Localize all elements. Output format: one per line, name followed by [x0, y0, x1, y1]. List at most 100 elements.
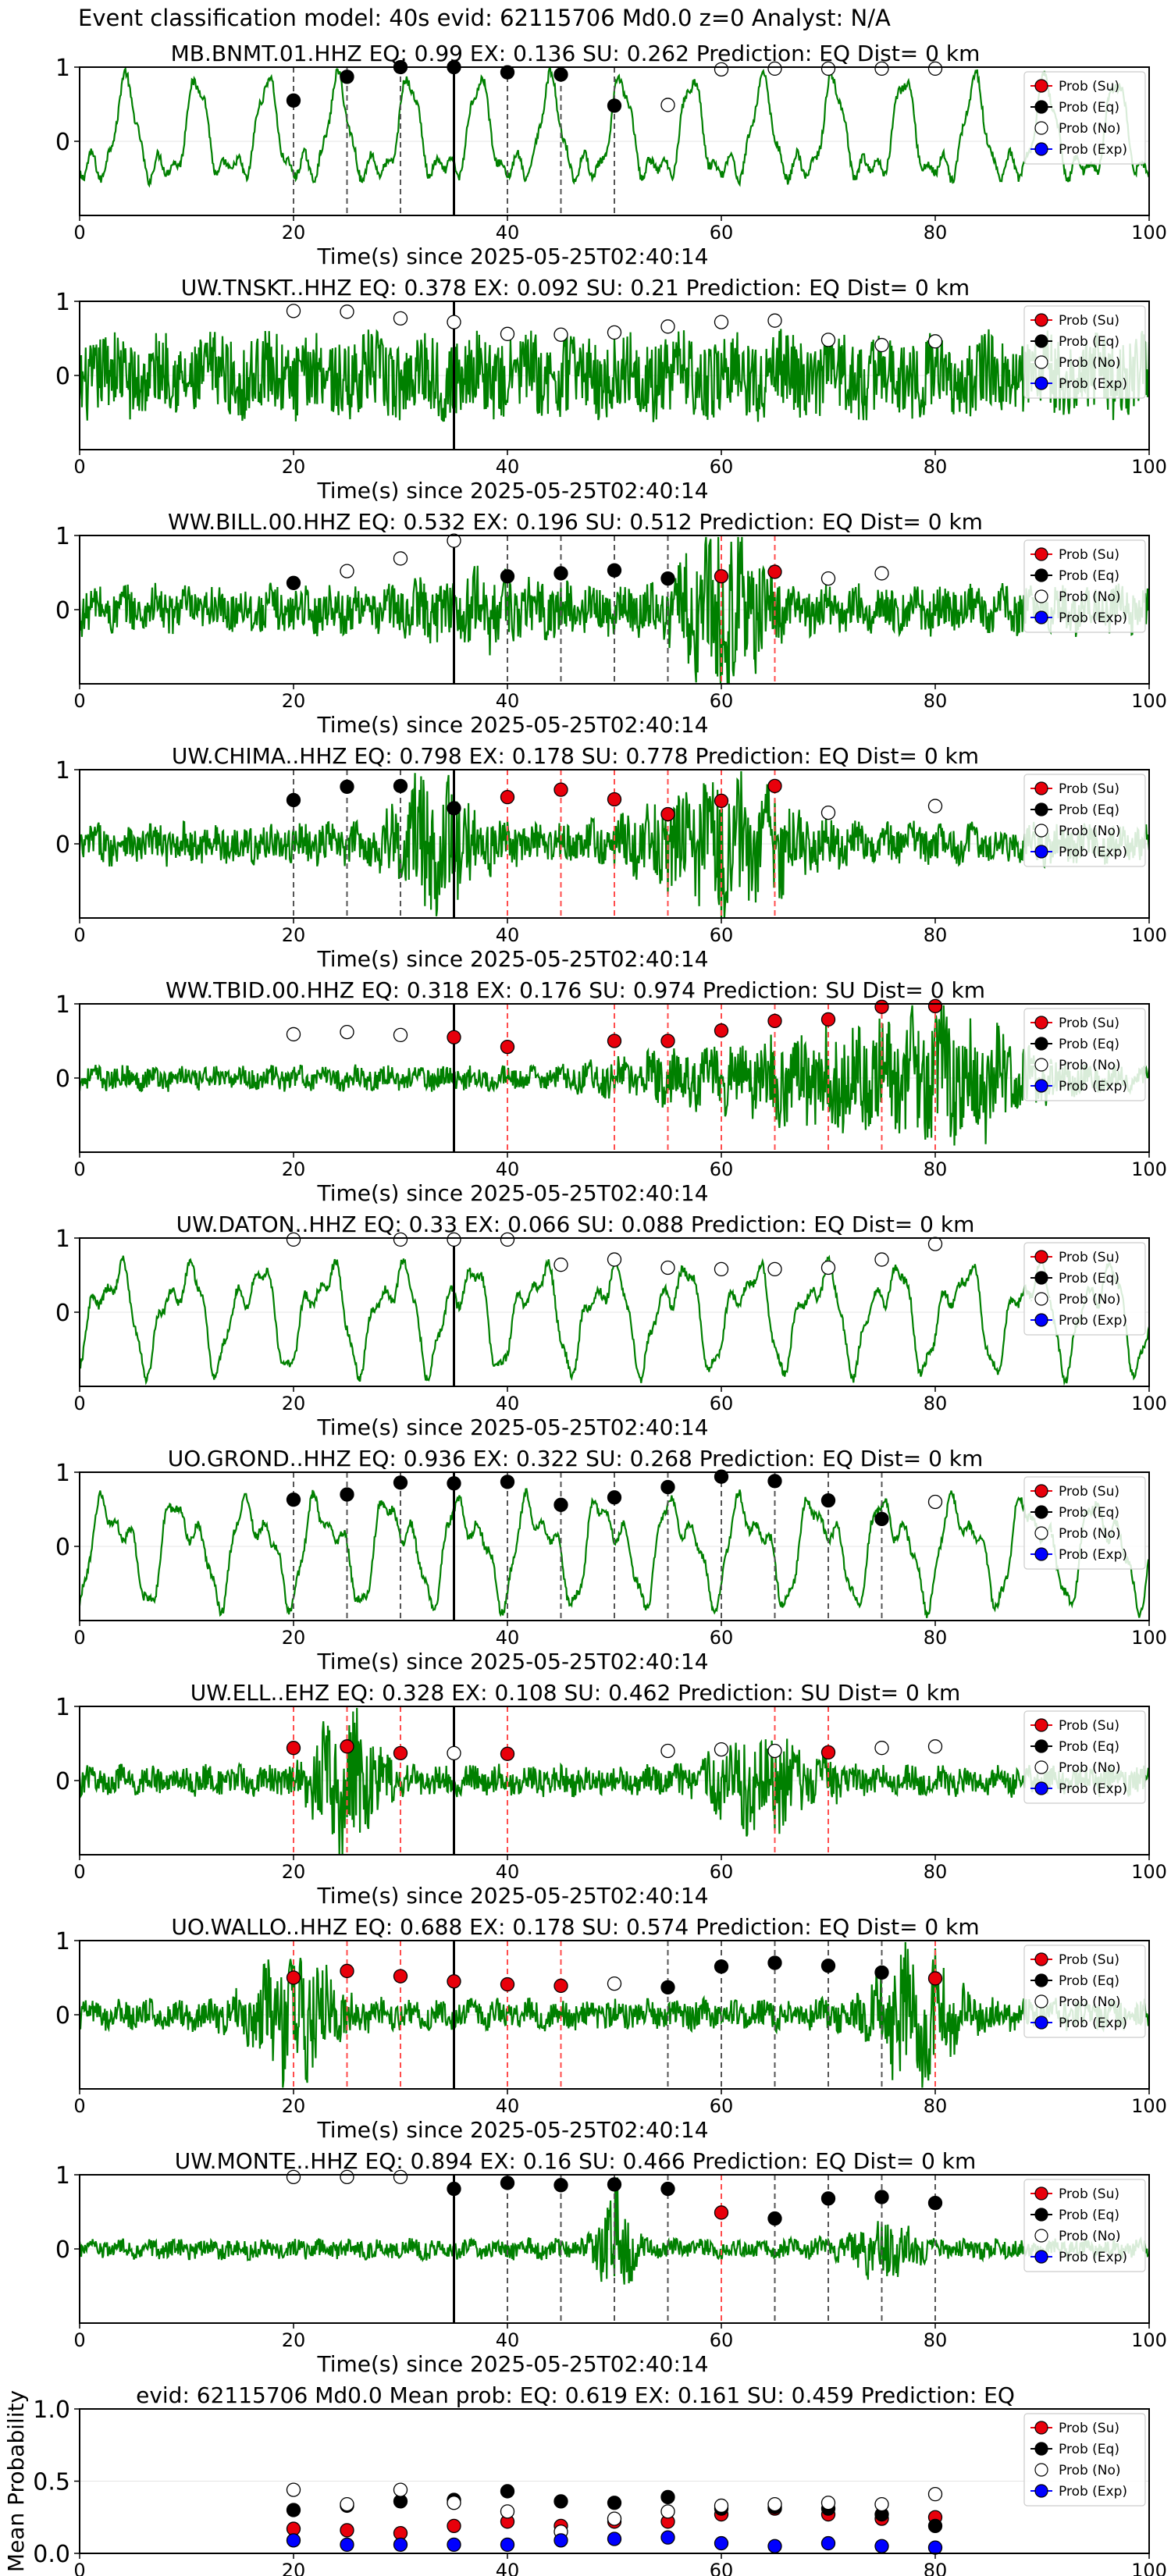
legend-marker-eq — [1034, 2208, 1048, 2222]
mean-point-no — [927, 2486, 943, 2502]
mean-point-exp — [393, 2537, 408, 2553]
x-tick-label: 0 — [73, 1158, 85, 1180]
probability-point-no — [927, 799, 943, 813]
probability-point-eq — [286, 93, 301, 108]
legend-marker-su — [1034, 1718, 1048, 1732]
station-panel-10: UW.MONTE..HHZ EQ: 0.894 EX: 0.16 SU: 0.4… — [55, 2148, 1167, 2377]
legend-label: Prob (Eq) — [1059, 100, 1119, 116]
probability-point-no — [286, 1232, 301, 1247]
legend-box — [1023, 305, 1146, 399]
x-tick-label: 100 — [1131, 456, 1167, 478]
probability-point-su — [767, 564, 782, 579]
legend-marker-su — [1034, 547, 1048, 561]
legend-marker-exp — [1034, 1313, 1048, 1327]
probability-point-eq — [767, 2211, 782, 2226]
x-tick-label: 100 — [1131, 1627, 1167, 1649]
probability-point-su — [500, 1746, 515, 1761]
probability-point-no — [767, 1743, 782, 1759]
probability-point-su — [286, 1970, 301, 1985]
x-tick-label: 100 — [1131, 690, 1167, 712]
x-tick-label: 20 — [282, 1627, 306, 1649]
probability-point-no — [767, 1261, 782, 1277]
station-panel-4: UW.CHIMA..HHZ EQ: 0.798 EX: 0.178 SU: 0.… — [55, 743, 1167, 972]
probability-point-su — [714, 2205, 729, 2220]
x-tick-label: 60 — [710, 456, 734, 478]
legend-marker-exp — [1034, 845, 1048, 859]
legend-label: Prob (Su) — [1059, 1484, 1119, 1500]
y-tick-label: 0.0 — [33, 2541, 70, 2568]
x-tick-label: 60 — [710, 1393, 734, 1414]
panel-title: UW.ELL..EHZ EQ: 0.328 EX: 0.108 SU: 0.46… — [190, 1680, 961, 1706]
panel-title: WW.TBID.00.HHZ EQ: 0.318 EX: 0.176 SU: 0… — [166, 977, 985, 1003]
legend: Prob (Su) Prob (Eq) Prob (No) Prob (Exp) — [1023, 1944, 1146, 2038]
probability-point-no — [607, 1976, 622, 1991]
x-tick-label: 20 — [282, 222, 306, 244]
probability-point-eq — [393, 778, 408, 794]
legend-marker-eq — [1034, 334, 1048, 348]
station-panel-1: MB.BNMT.01.HHZ EQ: 0.99 EX: 0.136 SU: 0.… — [55, 41, 1167, 269]
panel-title: evid: 62115706 Md0.0 Mean prob: EQ: 0.61… — [136, 2382, 1015, 2408]
legend-label: Prob (Eq) — [1059, 802, 1119, 818]
legend-marker-exp — [1034, 2016, 1048, 2030]
probability-point-su — [500, 1976, 515, 1992]
probability-point-no — [447, 533, 461, 548]
x-tick-label: 0 — [73, 2095, 85, 2117]
legend-marker-no — [1034, 1292, 1048, 1306]
probability-point-no — [714, 315, 729, 329]
waveform-trace — [80, 1254, 1149, 1386]
x-axis-label: Time(s) since 2025-05-25T02:40:14 — [316, 1180, 708, 1206]
legend-label: Prob (Su) — [1059, 313, 1119, 329]
probability-point-no — [447, 315, 461, 329]
probability-point-no — [500, 326, 515, 341]
legend-box — [1023, 1944, 1146, 2038]
x-tick-label: 80 — [924, 924, 948, 946]
probability-point-eq — [660, 571, 675, 586]
x-tick-label: 40 — [496, 690, 520, 712]
legend-box — [1023, 539, 1146, 633]
panel-title: WW.BILL.00.HHZ EQ: 0.532 EX: 0.196 SU: 0… — [168, 509, 983, 535]
probability-point-su — [607, 1034, 622, 1048]
legend-marker-no — [1034, 1058, 1048, 1072]
legend-marker-eq — [1034, 1973, 1048, 1987]
legend-marker-exp — [1034, 610, 1048, 624]
x-tick-label: 60 — [710, 1158, 734, 1180]
probability-point-no — [340, 2169, 354, 2185]
x-tick-label: 20 — [282, 1158, 306, 1180]
legend-box — [1023, 2179, 1146, 2272]
y-tick-label: 0 — [55, 2236, 70, 2264]
x-tick-label: 20 — [282, 924, 306, 946]
legend-marker-su — [1034, 1952, 1048, 1966]
y-tick-label: 0 — [55, 831, 70, 859]
x-tick-label: 80 — [924, 1393, 948, 1414]
x-axis-label: Time(s) since 2025-05-25T02:40:14 — [316, 946, 708, 972]
x-tick-label: 80 — [924, 2560, 948, 2576]
y-tick-label: 0 — [55, 2002, 70, 2030]
legend-label: Prob (No) — [1059, 1292, 1121, 1308]
legend-marker-eq — [1034, 1271, 1048, 1285]
probability-point-no — [874, 337, 889, 353]
probability-point-no — [607, 325, 622, 340]
legend-label: Prob (No) — [1059, 355, 1121, 371]
probability-point-no — [714, 1742, 729, 1757]
legend-marker-eq — [1034, 802, 1048, 817]
probability-point-no — [927, 61, 943, 76]
legend: Prob (Su) Prob (Eq) Prob (No) Prob (Exp) — [1023, 1710, 1146, 1804]
x-tick-label: 20 — [282, 456, 306, 478]
legend-label: Prob (Su) — [1059, 79, 1119, 94]
legend-label: Prob (No) — [1059, 1760, 1121, 1776]
mean-point-exp — [874, 2539, 889, 2553]
waveform-trace — [80, 1707, 1149, 1855]
probability-point-su — [820, 1745, 836, 1760]
probability-point-eq — [874, 1511, 889, 1526]
probability-point-no — [286, 304, 301, 318]
probability-point-eq — [660, 2181, 675, 2197]
y-tick-label: 0 — [55, 1066, 70, 1093]
probability-point-eq — [607, 563, 622, 578]
probability-point-no — [660, 319, 675, 334]
probability-point-eq — [820, 1959, 836, 1973]
x-tick-label: 0 — [73, 924, 85, 946]
legend-label: Prob (Su) — [1059, 1952, 1119, 1968]
probability-point-su — [927, 1971, 943, 1986]
x-tick-label: 20 — [282, 2560, 306, 2576]
